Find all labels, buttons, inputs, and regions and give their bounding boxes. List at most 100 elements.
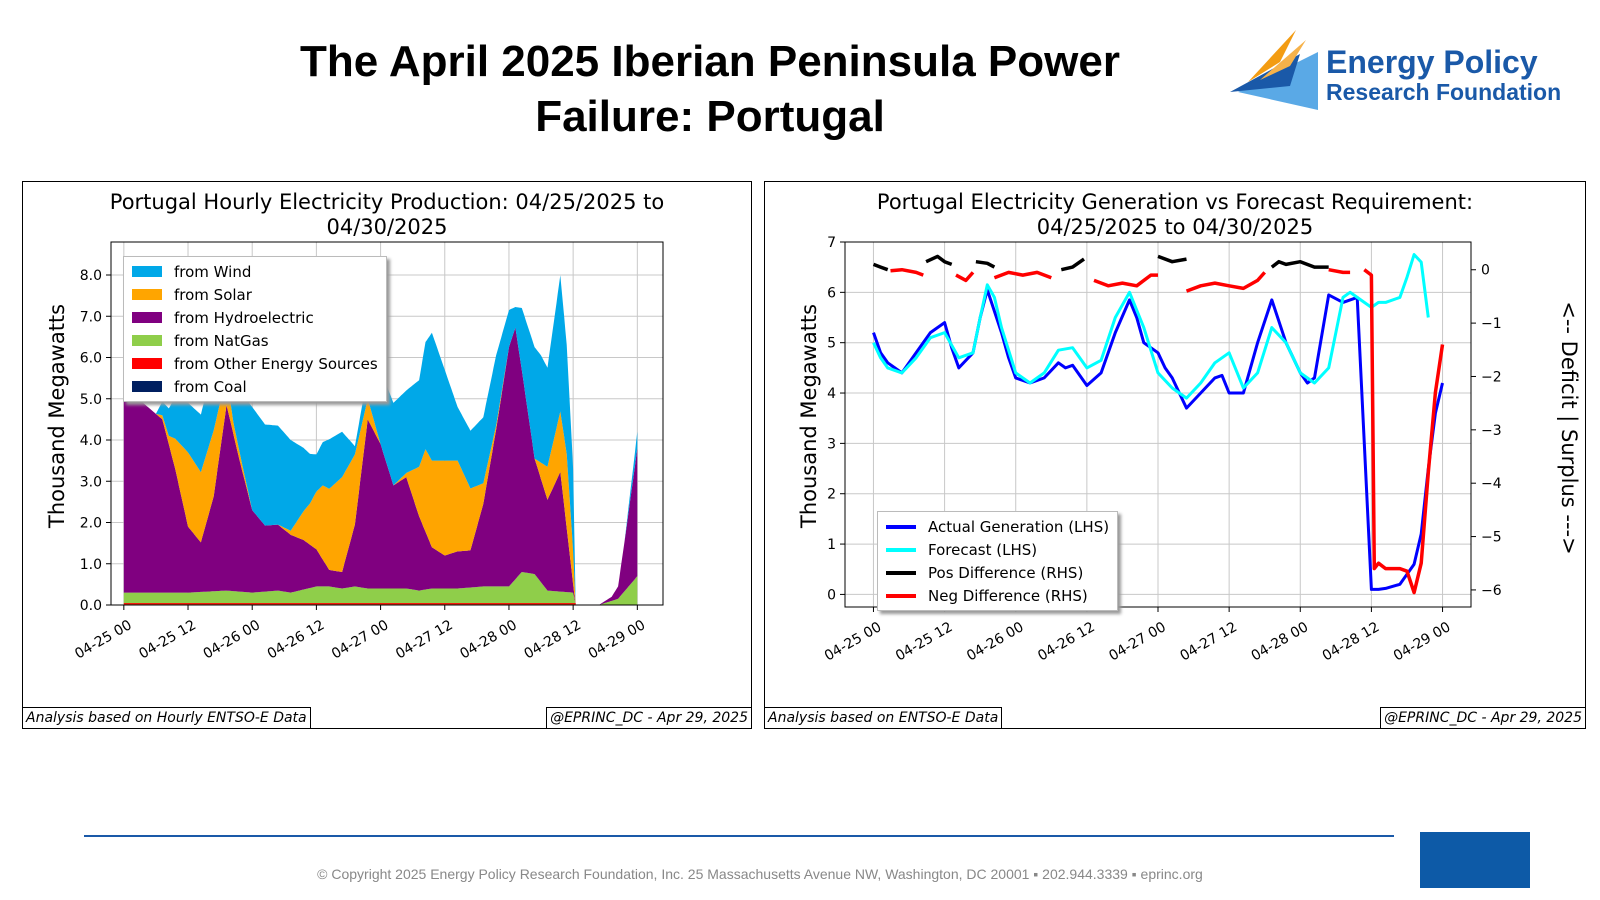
y-tick-label: 1 [827,537,836,553]
y2-tick-label: 0 [1481,263,1490,279]
y-tick-label: 7 [827,235,836,251]
forecast-chart-title-line2: 04/25/2025 to 04/30/2025 [1036,215,1314,239]
forecast-chart-panel: Portugal Electricity Generation vs Forec… [764,181,1586,729]
x-tick-label: 04-27 00 [1106,619,1169,664]
legend-item-neg-diff: Neg Difference (RHS) [886,584,1109,607]
legend-item-coal: from Coal [132,375,378,398]
line-neg-difference [1093,273,1158,288]
y-tick-label: 4.0 [80,433,102,449]
y-tick-label: 4 [827,386,836,402]
legend-item-actual: Actual Generation (LHS) [886,515,1109,538]
y-tick-label: 0.0 [80,598,102,614]
legend-item-pos-diff: Pos Difference (RHS) [886,561,1109,584]
y-tick-label: 3.0 [80,474,102,490]
eprf-logo: Energy Policy Research Foundation [1230,24,1590,120]
line-pos-difference [1157,254,1187,264]
production-chart-title: Portugal Hourly Electricity Production: … [23,190,751,240]
y-tick-label: 2.0 [80,516,102,532]
line-pos-difference [925,254,953,267]
legend-item-forecast: Forecast (LHS) [886,538,1109,561]
forecast-y2-axis-label: <-- Deficit | Surplus ---> [1557,301,1581,555]
line-pos-difference [872,262,889,272]
y-tick-label: 1.0 [80,557,102,573]
x-tick-label: 04-26 12 [265,617,328,662]
line-neg-difference [993,270,1052,280]
legend-item-solar: from Solar [132,283,378,306]
production-y-axis-label: Thousand Megawatts [45,303,69,528]
footer-rule [84,835,1394,837]
area-wind [123,275,638,605]
y2-tick-label: −4 [1481,476,1502,492]
line-neg-difference [1185,271,1267,293]
y-tick-label: 5 [827,336,836,352]
legend-item-natgas: from NatGas [132,329,378,352]
production-chart: 0.0 1.0 2.0 3.0 4.0 5.0 6.0 7.0 8.0 04-25 00 04-25… [72,241,664,662]
y2-tick-label: −5 [1481,530,1502,546]
production-chart-title-line1: Portugal Hourly Electricity Production: … [109,190,665,214]
production-legend: from Wind from Solar from Hydroelectric … [123,256,387,402]
logo-line1: Energy Policy [1326,44,1538,80]
forecast-chart-title: Portugal Electricity Generation vs Forec… [765,190,1585,240]
plot-frame [844,241,1472,608]
production-chart-title-line2: 04/30/2025 [326,215,448,239]
x-tick-label: 04-27 12 [1178,619,1241,664]
line-neg-difference [1363,268,1445,595]
logo-mark-icon [1230,30,1318,110]
y-tick-label: 0 [827,587,836,603]
line-neg-difference [1328,267,1351,275]
line-neg-difference [890,267,924,277]
legend-item-hydro: from Hydroelectric [132,306,378,329]
forecast-footer-left: Analysis based on ENTSO-E Data [764,707,1003,729]
x-tick-label: 04-26 00 [201,617,264,662]
production-footer-right: @EPRINC_DC - Apr 29, 2025 [546,707,752,729]
x-tick-label: 04-29 00 [586,617,649,662]
area-hydroelectric [123,327,638,605]
x-tick-label: 04-28 12 [522,617,585,662]
page-title-line2: Failure: Portugal [535,92,885,141]
forecast-chart-title-line1: Portugal Electricity Generation vs Forec… [876,190,1474,214]
plot-frame [110,241,664,606]
y-tick-label: 3 [827,436,836,452]
production-footer-left: Analysis based on Hourly ENTSO-E Data [22,707,311,729]
production-chart-panel: Portugal Hourly Electricity Production: … [22,181,752,729]
y-tick-label: 6 [827,285,836,301]
forecast-y-axis-label: Thousand Megawatts [797,303,821,528]
legend-item-other: from Other Energy Sources [132,352,378,375]
y2-tick-label: −6 [1481,583,1502,599]
y-tick-label: 6.0 [80,351,102,367]
y2-tick-label: −1 [1481,316,1502,332]
line-pos-difference [1270,259,1329,269]
page-title-line1: The April 2025 Iberian Peninsula Power [300,37,1120,86]
y-tick-label: 8.0 [80,268,102,284]
line-actual-generation [872,288,1444,591]
footer-brand-block [1420,832,1530,888]
forecast-legend: Actual Generation (LHS) Forecast (LHS) P… [877,511,1119,611]
line-neg-difference [955,271,975,283]
x-tick-label: 04-28 00 [1249,619,1312,664]
x-tick-label: 04-29 00 [1391,619,1454,664]
y-tick-label: 2 [827,487,836,503]
line-forecast [872,253,1430,400]
legend-item-wind: from Wind [132,260,378,283]
x-tick-label: 04-26 12 [1035,619,1098,664]
y2-tick-label: −2 [1481,369,1502,385]
y-tick-label: 7.0 [80,309,102,325]
page-title: The April 2025 Iberian Peninsula Power F… [230,34,1190,144]
y2-tick-label: −3 [1481,423,1502,439]
x-tick-label: 04-27 00 [329,617,392,662]
line-pos-difference [975,259,996,269]
x-tick-label: 04-27 12 [393,617,456,662]
x-tick-label: 04-25 00 [822,619,885,664]
line-pos-difference [1060,257,1086,272]
copyright-text: © Copyright 2025 Energy Policy Research … [317,866,1203,882]
x-tick-label: 04-25 12 [893,619,956,664]
y-tick-label: 5.0 [80,392,102,408]
logo-line2: Research Foundation [1326,79,1562,105]
x-tick-label: 04-28 00 [457,617,520,662]
x-tick-label: 04-25 00 [72,617,135,662]
x-tick-label: 04-26 00 [964,619,1027,664]
x-tick-label: 04-25 12 [136,617,199,662]
x-tick-label: 04-28 12 [1320,619,1383,664]
forecast-footer-right: @EPRINC_DC - Apr 29, 2025 [1380,707,1586,729]
